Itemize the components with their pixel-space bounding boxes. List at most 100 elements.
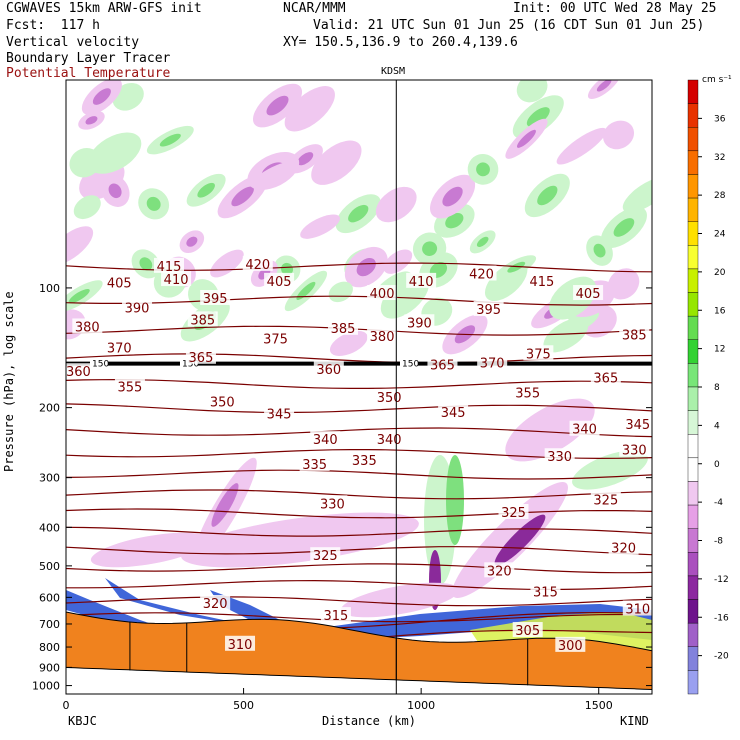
theta-label-bg bbox=[555, 636, 586, 652]
tropopause-label: 150 bbox=[92, 360, 109, 370]
theta-label-bg bbox=[299, 455, 330, 471]
forecast-hour: Fcst: 117 h bbox=[6, 18, 100, 33]
valid-time: Valid: 21 UTC Sun 01 Jun 25 (16 CDT Sun … bbox=[313, 18, 705, 33]
theta-label: 330 bbox=[547, 450, 572, 465]
theta-label-bg bbox=[590, 491, 621, 507]
theta-label: 305 bbox=[515, 624, 540, 639]
theta-label: 330 bbox=[622, 444, 647, 459]
colorbar-swatch bbox=[687, 174, 699, 199]
theta-label: 390 bbox=[125, 301, 150, 316]
theta-label-bg bbox=[310, 431, 341, 447]
colorbar-swatch bbox=[687, 386, 699, 411]
theta-label-bg bbox=[544, 448, 575, 464]
theta-label: 410 bbox=[164, 273, 189, 288]
colorbar-label: -4 bbox=[714, 498, 723, 508]
theta-label-bg bbox=[114, 378, 145, 394]
vv-core bbox=[445, 212, 464, 229]
colorbar-swatch bbox=[687, 221, 699, 246]
vv-lower-feature bbox=[90, 532, 210, 568]
y-tick-label: 300 bbox=[39, 472, 60, 485]
vv-core bbox=[231, 186, 254, 207]
theta-label: 390 bbox=[407, 316, 432, 331]
vv-lower-feature bbox=[572, 450, 648, 490]
theta-label-bg bbox=[590, 369, 621, 385]
x-tick-label: 500 bbox=[233, 699, 254, 712]
colorbar-swatch bbox=[687, 363, 699, 388]
theta-label: 415 bbox=[529, 275, 554, 290]
theta-label: 365 bbox=[189, 351, 214, 366]
theta-label-bg bbox=[438, 403, 469, 419]
theta-label: 325 bbox=[501, 506, 526, 521]
vv-region bbox=[603, 120, 635, 150]
y-axis-ticks: 100 200 300 400 500 600 700 800 900 1000 bbox=[32, 282, 652, 693]
theta-label: 380 bbox=[370, 330, 395, 345]
theta-contour bbox=[66, 295, 652, 306]
vv-region bbox=[556, 127, 607, 165]
vv-region bbox=[87, 132, 142, 174]
theta-label: 335 bbox=[302, 458, 327, 473]
vv-core bbox=[266, 95, 289, 116]
vv-core bbox=[422, 241, 438, 256]
theta-label-bg bbox=[264, 272, 295, 288]
y-tick-label: 900 bbox=[39, 661, 60, 674]
theta-label-bg bbox=[477, 354, 508, 370]
tropopause-label-bg bbox=[90, 358, 108, 369]
theta-label-bg bbox=[200, 289, 231, 305]
theta-label: 345 bbox=[441, 406, 466, 421]
x-axis-label: Distance (km) bbox=[322, 714, 416, 728]
right-station-label: KIND bbox=[620, 714, 649, 728]
vv-core bbox=[297, 152, 314, 166]
colorbar-label: 4 bbox=[714, 421, 720, 431]
vv-core bbox=[596, 80, 612, 92]
vv-lower-feature bbox=[211, 483, 239, 527]
vv-region bbox=[543, 318, 589, 353]
theta-label-bg bbox=[313, 361, 344, 377]
theta-label-bg bbox=[367, 327, 398, 343]
theta-label: 325 bbox=[593, 493, 618, 508]
colorbar-label: -20 bbox=[714, 652, 729, 662]
theta-label-bg bbox=[225, 635, 256, 651]
colorbar-label: 0 bbox=[714, 460, 720, 470]
theta-contour bbox=[66, 378, 652, 389]
theta-label-bg bbox=[523, 345, 554, 361]
below-surface bbox=[66, 668, 652, 694]
vv-region bbox=[66, 226, 94, 265]
plot-area: 150 150 150 405 410 405 410 405 415 420 420 415 395… bbox=[66, 80, 652, 694]
y-tick-label: 500 bbox=[39, 560, 60, 573]
theta-label-bg bbox=[473, 301, 504, 317]
theta-label: 375 bbox=[526, 347, 551, 362]
colorbar-swatch bbox=[687, 457, 699, 482]
colorbar-label: -8 bbox=[714, 537, 723, 547]
theta-label: 335 bbox=[352, 454, 377, 469]
vv-region bbox=[311, 140, 362, 185]
vv-core bbox=[186, 236, 198, 247]
colorbar-swatch bbox=[687, 79, 699, 104]
colorbar-label: 8 bbox=[714, 383, 720, 393]
theta-label-bg bbox=[185, 348, 216, 364]
theta-contour bbox=[66, 508, 652, 519]
theta-label: 405 bbox=[267, 275, 292, 290]
colorbar-swatch bbox=[687, 528, 699, 553]
y-tick-label: 400 bbox=[39, 521, 60, 534]
colorbar-label: 36 bbox=[714, 114, 726, 124]
theta-label-bg bbox=[530, 583, 561, 599]
theta-label-bg bbox=[66, 363, 94, 379]
theta-label-bg bbox=[187, 311, 218, 327]
theta-label-bg bbox=[512, 622, 543, 638]
vv-region bbox=[622, 177, 652, 213]
x-tick-label: 1000 bbox=[407, 699, 435, 712]
theta-contour bbox=[66, 563, 652, 574]
vv-core bbox=[613, 218, 635, 237]
colorbar-swatch bbox=[687, 315, 699, 340]
theta-label-bg bbox=[619, 326, 650, 342]
theta-label: 370 bbox=[480, 356, 505, 371]
theta-contour bbox=[66, 612, 652, 623]
vv-region bbox=[73, 195, 101, 220]
vv-lower-feature bbox=[340, 582, 460, 618]
vv-core bbox=[516, 129, 536, 148]
vv-lower-feature bbox=[505, 398, 595, 462]
theta-contour bbox=[66, 526, 652, 537]
theta-label: 330 bbox=[320, 497, 345, 512]
colorbar-swatch bbox=[687, 575, 699, 600]
vv-core bbox=[197, 182, 215, 198]
